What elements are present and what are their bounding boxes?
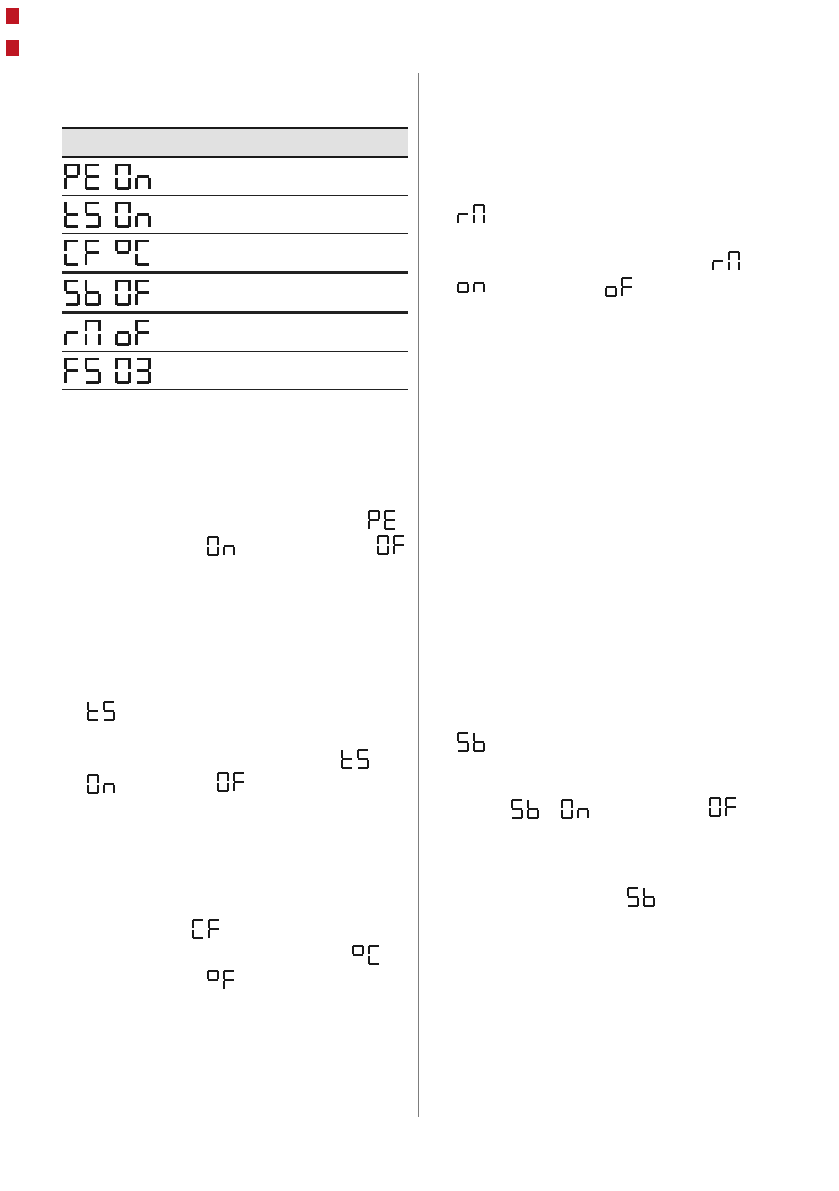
segment-display-sb-3 [627,887,656,907]
segment-code [64,357,101,384]
column-divider [418,73,419,1117]
segment-code [64,163,101,190]
table-row [62,274,408,314]
segment-display-fahrenheit [207,970,235,990]
segment-display-ts [87,701,116,721]
segment-code [64,239,101,266]
segment-display-pe [368,510,396,530]
table-row [62,234,408,274]
segment-display-rm-off [605,277,633,297]
segment-display-pe-on [207,536,236,556]
segment-value [114,279,152,306]
segment-value [114,357,152,384]
segment-display-sb-off [709,797,737,817]
segment-display-sb-2 [511,799,540,819]
segment-display-rm-on [457,273,486,293]
segment-display-sb-on [561,799,590,819]
table-row [62,196,408,234]
table-row [62,158,408,196]
segment-value [114,163,152,190]
segment-display-rm [457,204,486,224]
segment-code [64,319,101,346]
segment-display-sb [457,732,486,752]
revision-mark-2 [6,40,19,56]
segment-code [64,201,101,228]
segment-display-rm-2 [712,251,741,271]
segment-display-ts-2 [341,749,370,769]
segment-display-pe-off [377,535,405,555]
segment-code [64,279,101,306]
segment-display-ts-off [217,772,245,792]
segment-display-cf [192,919,220,939]
segment-value [114,319,152,346]
revision-mark-1 [6,8,19,24]
segment-display-ts-on [87,774,116,794]
parameter-table [62,127,408,390]
segment-display-celsius [352,945,380,965]
table-row [62,314,408,352]
table-header [62,129,408,158]
segment-value [114,201,152,228]
table-row [62,352,408,390]
segment-value [114,239,152,266]
